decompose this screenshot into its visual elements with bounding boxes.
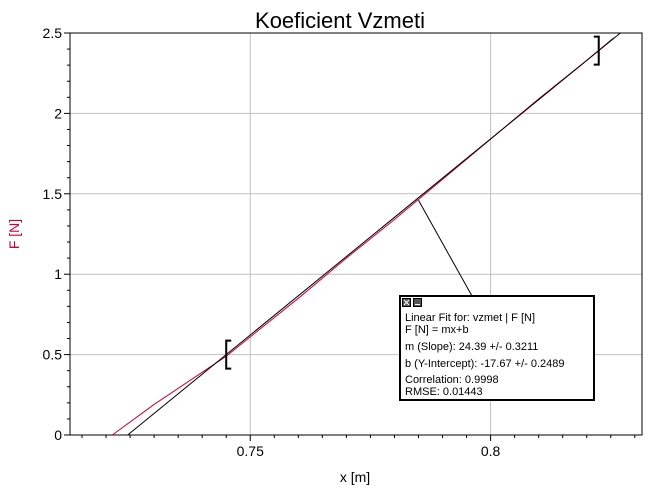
x-tick-label: 0.8 [481, 443, 501, 459]
fit-box-titlebar[interactable] [401, 297, 593, 308]
fit-correlation: Correlation: 0.9998 [405, 374, 499, 386]
y-tick-label: 2 [54, 105, 62, 121]
y-axis-label: F [N] [6, 219, 22, 249]
fit-equation: F [N] = mx+b [405, 324, 469, 336]
x-tick-label: 0.75 [237, 443, 264, 459]
selection-bracket-left [225, 339, 232, 370]
fit-title: Linear Fit for: vzmet | F [N] [405, 312, 535, 324]
fit-rmse: RMSE: 0.01443 [405, 386, 483, 398]
minimize-icon[interactable] [413, 298, 422, 307]
close-icon[interactable] [402, 298, 411, 307]
y-tick-label: 1.5 [43, 186, 63, 202]
chart-title: Koeficient Vzmeti [255, 8, 425, 33]
data-line [112, 37, 614, 436]
y-tick-label: 0 [54, 427, 62, 443]
linear-fit-box[interactable]: Linear Fit for: vzmet | F [N] F [N] = mx… [399, 295, 595, 401]
fit-slope: m (Slope): 24.39 +/- 0.3211 [405, 341, 539, 353]
plot-frame [69, 32, 643, 436]
fit-intercept: b (Y-Intercept): -17.67 +/- 0.2489 [405, 358, 565, 370]
fit-pointer-line [418, 199, 473, 297]
y-tick-label: 2.5 [43, 25, 63, 41]
y-tick-label: 1 [54, 266, 62, 282]
x-axis-label: x [m] [340, 469, 370, 485]
y-tick-label: 0.5 [43, 347, 63, 363]
fit-line [127, 32, 621, 436]
selection-bracket-right [593, 35, 600, 66]
